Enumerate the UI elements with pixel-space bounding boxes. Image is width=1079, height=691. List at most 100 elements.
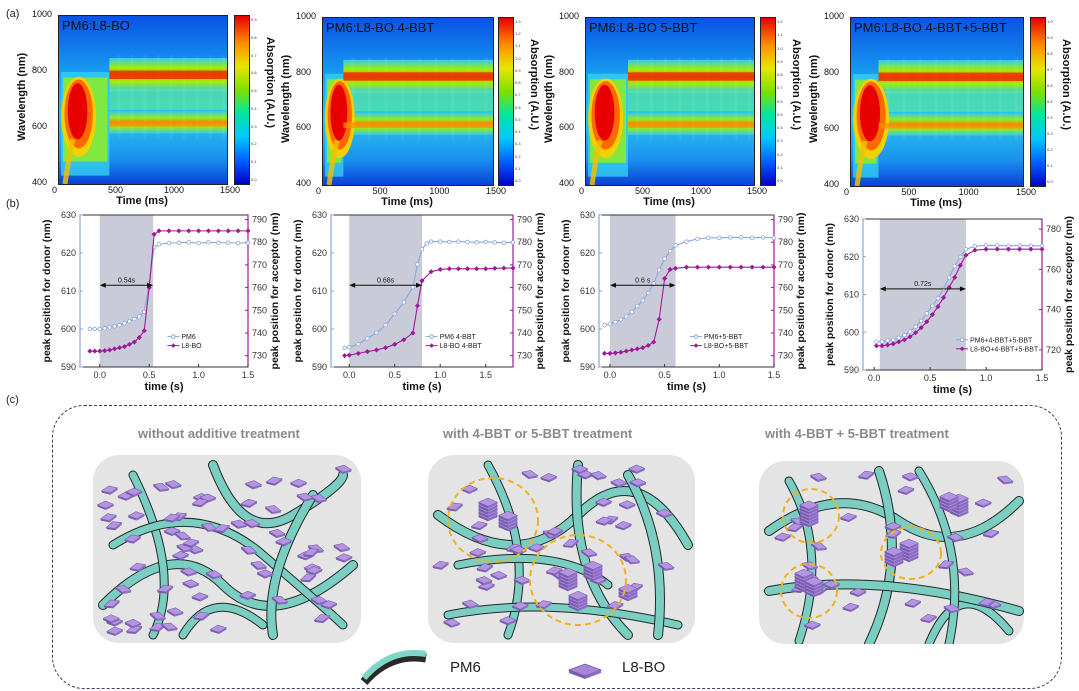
data-point [455,266,462,272]
data-point [483,266,489,272]
legend-label: L8-BO 4-BBT [440,343,483,350]
colorbar-tick: 0.4 [251,105,257,111]
y-axis-label: peak position for donor (nm) [560,220,572,363]
data-point [902,333,907,338]
l8bo-flake [809,472,828,483]
ytick-label: 610 [61,286,76,296]
data-point [364,348,371,355]
data-point [873,343,880,349]
data-point [640,345,646,351]
data-point [760,264,766,270]
data-point [705,264,712,270]
data-point [186,240,191,245]
legend-label: PM6+4-BBT+5-BBT [970,337,1033,344]
l8bo-flake [310,596,328,606]
data-point [935,303,941,310]
data-point [401,300,406,305]
data-point [879,339,885,344]
data-point [957,262,963,268]
data-point [111,346,118,352]
data-point [342,345,347,351]
data-point [771,235,777,240]
l8bo-flake [786,523,804,533]
data-point [245,240,251,245]
colorbar-tick: 0.5 [1047,99,1053,104]
y-axis-label: peak position for donor (nm) [41,220,53,363]
l8bo-flake [810,542,828,551]
l8bo-flake [883,546,905,558]
data-point [646,290,651,296]
l8bo-flake [803,620,822,630]
data-point [225,228,231,234]
l8bo-flake [163,513,181,523]
ytick-label: 620 [312,248,327,258]
ytick-label: 630 [61,210,76,220]
data-point [624,314,629,319]
l8bo-flake [240,546,258,555]
y2tick-label: 740 [778,328,793,338]
data-point [672,265,679,271]
arrow-head-left [879,286,886,292]
data-point [132,316,137,322]
y2-axis-label: peak position for acceptor (nm) [534,213,546,370]
data-point [383,323,388,328]
data-point [136,334,142,341]
l8bo-flake [240,498,258,509]
l8bo-flake [567,590,589,602]
data-point [890,341,896,347]
data-point [635,304,640,309]
data-point [205,228,212,234]
data-point [963,252,969,258]
line-chart-3: 590 600 610 620 630 730 740 750 760 770 780 790 0.0 0… [560,210,807,393]
xtick-label: 0.5 [143,370,156,380]
data-point [356,342,361,347]
l8bo-flake [618,500,636,510]
data-point [716,264,722,270]
shaded-region [879,219,966,370]
l8bo-flake [469,548,487,558]
l8bo-flake [244,480,263,490]
y2tick-label: 740 [1046,305,1061,315]
heatmap-ytick: 1000 [32,9,53,19]
heatmap-xtick: 0 [316,186,322,196]
y2tick-label: 780 [1046,224,1061,234]
colorbar [760,17,776,186]
data-point [474,240,479,245]
data-point [656,316,662,323]
l8bo-flake [152,482,170,492]
colorbar [234,15,250,185]
l8bo-flake [125,487,143,497]
heatmap-ytick: 800 [559,66,575,77]
data-point [983,246,989,252]
data-point [87,326,93,332]
colorbar-tick: 0.2 [251,141,257,147]
data-point [347,345,352,350]
morphology-scheme-3 [759,461,1024,644]
data-point [419,278,425,284]
heatmap-plot: PM6:L8-BO 5-BBT [585,17,755,186]
l8bo-flake-icon [567,663,603,679]
l8bo-flake [102,614,120,624]
line-chart-1: 590 600 610 620 630 730 740 750 760 770 780 790 0.0 0… [41,210,281,393]
ytick-label: 600 [580,324,595,334]
l8bo-flake [901,472,920,482]
arrow-head-left [609,282,616,288]
colorbar-tick: 1.2 [515,31,521,37]
l8bo-flake [623,555,641,565]
data-point [667,266,673,273]
data-point [156,242,162,247]
colorbar-tick: 0.8 [515,80,521,86]
pm6-ribbon [914,466,960,644]
data-point [651,281,656,286]
colorbar-tick: 0.7 [515,92,521,98]
data-point [884,342,891,348]
data-point [501,265,507,271]
data-point [102,348,108,354]
ytick-label: 630 [844,214,859,224]
data-point [428,269,434,275]
data-point [392,341,398,347]
x-axis-label: time (s) [402,381,441,393]
ytick-label: 600 [844,327,859,337]
data-point [428,239,434,244]
arrow-head-right [147,282,154,288]
